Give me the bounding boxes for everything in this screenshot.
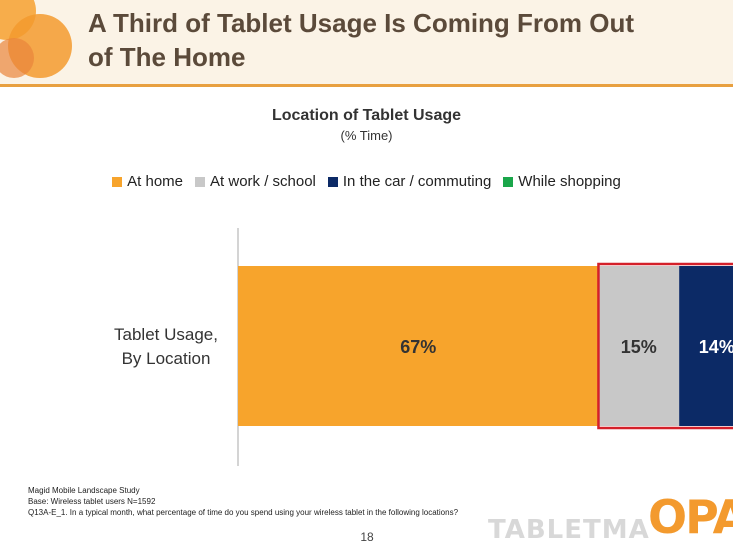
data-label-in-the-car-commuting: 14% (699, 337, 733, 357)
legend-label-at-work: At work / school (210, 173, 316, 190)
opa-logo: OPA (648, 490, 733, 544)
legend-item-in-car: In the car / commuting (327, 173, 492, 190)
footer-question: Q13A-E_1. In a typical month, what perce… (28, 508, 459, 517)
data-label-at-work-school: 15% (621, 337, 657, 357)
chart-title: Location of Tablet Usage (271, 107, 462, 124)
footer-base: Base: Wireless tablet users N=1592 (28, 497, 156, 506)
watermark-text: TABLETMA (488, 515, 650, 545)
legend-item-at-work: At work / school (195, 173, 316, 190)
circles-logo-icon (0, 0, 80, 84)
legend-swatch-shopping (503, 176, 514, 187)
legend-swatch-at-work (195, 176, 206, 187)
legend-swatch-at-home (112, 176, 123, 187)
legend-item-shopping: While shopping (503, 173, 621, 190)
bar-segment-in-the-car-commuting (679, 266, 733, 426)
slide-title-line-1: A Third of Tablet Usage Is Coming From O… (88, 8, 635, 38)
data-label-at-home: 67% (400, 337, 436, 357)
slide-title-line-2: of The Home (88, 42, 246, 72)
bar-segment-at-work-school (598, 266, 680, 426)
highlight-box (597, 262, 733, 430)
legend-swatch-in-car (327, 176, 338, 187)
page-number: 18 (360, 530, 374, 544)
chart-legend: At home At work / school In the car / co… (0, 173, 733, 190)
legend-label-in-car: In the car / commuting (342, 173, 492, 190)
bar-segment-at-home (238, 266, 599, 426)
chart-subtitle: (% Time) (340, 128, 393, 143)
category-label: Tablet Usage, By Location (114, 325, 218, 368)
slide-title: A Third of Tablet Usage Is Coming From O… (88, 6, 718, 74)
legend-label-shopping: While shopping (518, 173, 621, 190)
slide-footer: Magid Mobile Landscape Study Base: Wirel… (28, 485, 588, 518)
legend-item-at-home: At home (112, 173, 183, 190)
legend-label-at-home: At home (127, 173, 184, 190)
slide-header: A Third of Tablet Usage Is Coming From O… (0, 0, 733, 87)
footer-study: Magid Mobile Landscape Study (28, 486, 140, 495)
